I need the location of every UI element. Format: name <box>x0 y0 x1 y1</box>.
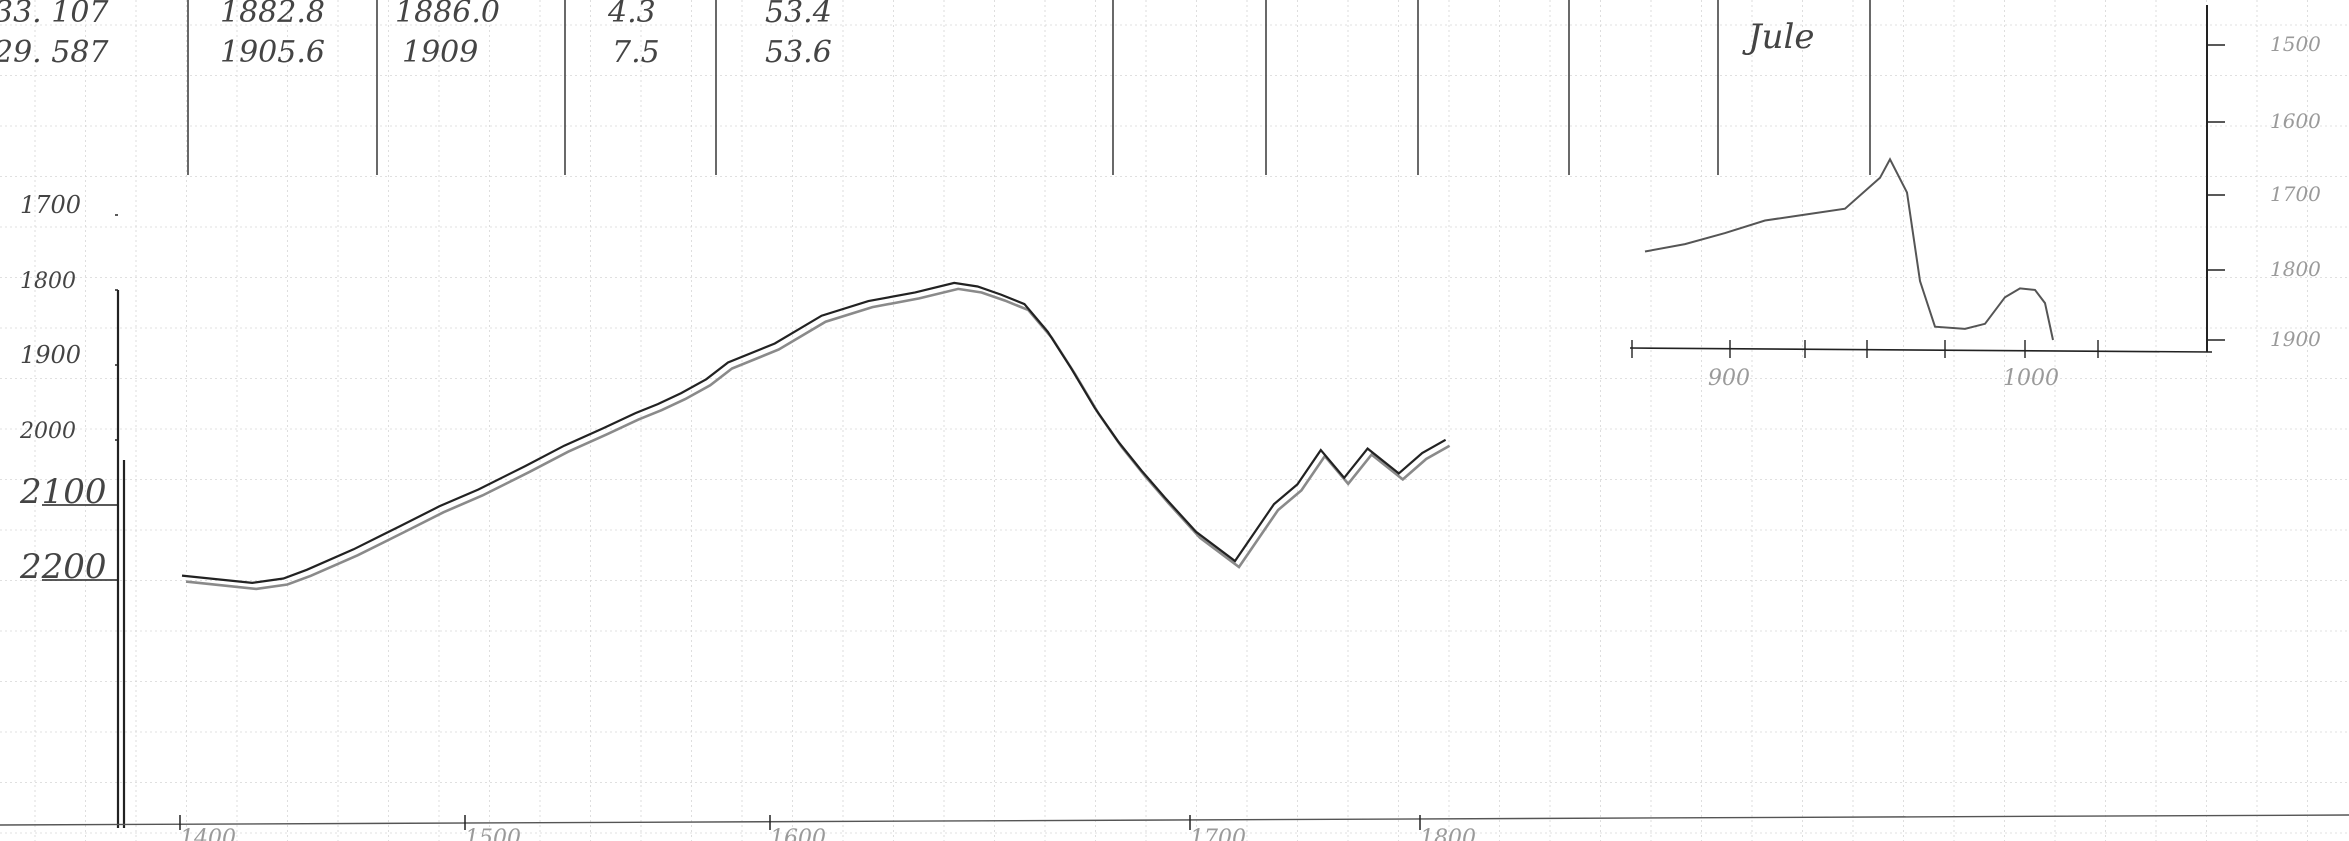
data-table: 33. 107 1882.8 1886.0 4.3 53.4 29. 587 1… <box>0 0 832 70</box>
inset-x-tick-label: 900 <box>1708 366 1750 391</box>
main-chart-axes <box>0 290 2349 828</box>
inset-chart-y-ticks: 1500 1600 1700 1800 1900 <box>2207 32 2321 351</box>
inset-y-tick-label: 1600 <box>2270 109 2321 133</box>
table-cell-r1c1: 1905.6 <box>220 35 325 70</box>
table-cell-r1c3: 7.5 <box>612 35 660 70</box>
main-y-tick-label: 2000 <box>19 419 76 444</box>
table-cell-r0c3: 4.3 <box>607 0 656 30</box>
inset-series-line <box>1644 157 2054 341</box>
main-y-tick-label: 2100 <box>19 472 107 512</box>
main-chart-series <box>181 281 1451 591</box>
inset-x-tick-label: 1000 <box>2003 366 2059 391</box>
main-x-tick-label: 1800 <box>1420 826 1476 841</box>
table-column-dividers <box>187 0 1871 175</box>
inset-y-tick-label: 1800 <box>2270 257 2321 281</box>
main-y-tick-label: 2200 <box>19 547 107 587</box>
main-series-line <box>181 281 1447 585</box>
table-cell-r1c0: 29. 587 <box>0 35 109 70</box>
main-x-axis-line <box>0 814 2349 826</box>
main-chart-y-ticks: 1700 1800 1900 2000 2100 2200 <box>19 191 118 587</box>
inset-x-axis-line <box>1629 347 2213 353</box>
main-x-tick-label: 1700 <box>1190 826 1246 841</box>
main-x-tick-label: 1500 <box>465 826 521 841</box>
inset-chart-axes <box>1629 5 2213 353</box>
table-cell-r1c4: 53.6 <box>765 35 832 70</box>
table-cell-r0c4: 53.4 <box>765 0 832 30</box>
inset-y-tick-label: 1500 <box>2270 32 2321 56</box>
table-cell-r0c2: 1886.0 <box>395 0 500 30</box>
main-x-tick-label: 1600 <box>770 826 826 841</box>
inset-chart-series <box>1644 157 2054 341</box>
inset-y-tick-label: 1700 <box>2270 182 2321 206</box>
main-chart: 1700 1800 1900 2000 2100 2200 1400 1500 1600 170… <box>0 191 2349 841</box>
inset-chart: Jule 1500 1600 1700 1800 1900 900 1000 <box>1629 5 2321 391</box>
main-series-line-pencil <box>185 287 1451 591</box>
inset-chart-x-ticks: 900 1000 <box>1631 340 2099 391</box>
main-y-tick-label: 1700 <box>20 191 81 219</box>
main-y-tick-label: 1900 <box>20 341 81 369</box>
table-cell-r0c0: 33. 107 <box>0 0 109 30</box>
table-cell-r0c1: 1882.8 <box>220 0 325 30</box>
table-cell-r1c2: 1909 <box>402 35 478 70</box>
inset-y-tick-label: 1900 <box>2270 327 2321 351</box>
inset-chart-title: Jule <box>1742 17 1815 57</box>
main-x-tick-label: 1400 <box>180 826 236 841</box>
main-chart-x-ticks: 1400 1500 1600 1700 1800 <box>179 815 1476 841</box>
main-y-tick-label: 1800 <box>20 269 76 294</box>
